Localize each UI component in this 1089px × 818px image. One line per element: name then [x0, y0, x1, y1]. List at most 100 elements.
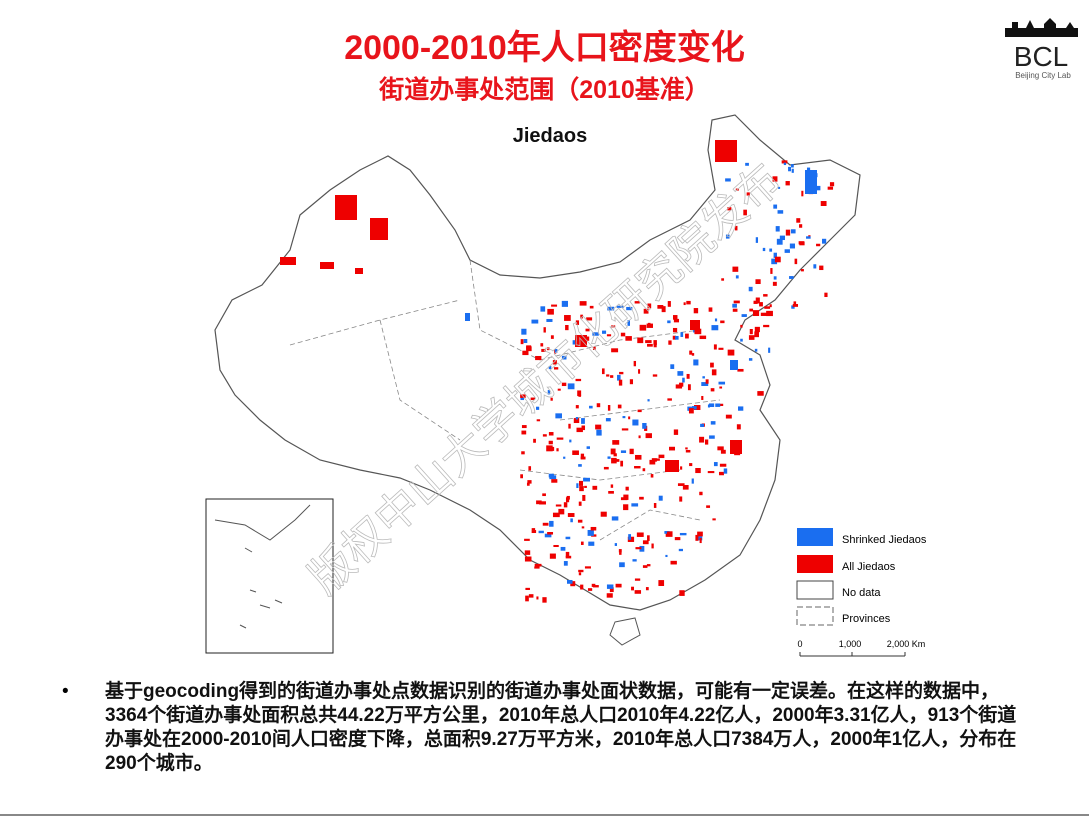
jiedao-patch [465, 313, 470, 321]
scale-label: 0 [797, 639, 802, 649]
jiedao-patch [615, 583, 622, 588]
jiedao-patch [625, 486, 629, 491]
jiedao-patch [526, 345, 532, 350]
jiedao-patch [693, 308, 699, 314]
jiedao-patch [561, 300, 568, 307]
jiedao-patch [585, 328, 590, 332]
jiedao-patch [635, 547, 642, 550]
jiedao-patch [695, 534, 699, 541]
jiedao-patch [596, 403, 601, 408]
jiedao-patch [538, 530, 544, 534]
jiedao-patch [580, 584, 584, 590]
jiedao-patch [754, 348, 758, 352]
scale-label: 2,000 Km [887, 639, 926, 649]
jiedao-patch [775, 226, 780, 232]
jiedao-patch [645, 433, 652, 439]
jiedao-patch [743, 209, 747, 216]
jiedao-patch [611, 516, 619, 521]
jiedao-patch [548, 366, 552, 370]
jiedao-patch [606, 374, 610, 377]
jiedao-patch [678, 548, 683, 552]
jiedao-patch [581, 526, 585, 529]
jiedao-patch [548, 440, 553, 445]
jiedao-patch [536, 596, 539, 600]
jiedao-patch [555, 413, 562, 419]
jiedao-patch [673, 429, 679, 435]
jiedao-patch [700, 423, 705, 427]
jiedao-patch [577, 519, 583, 523]
jiedao-patch [707, 471, 715, 474]
jiedao-patch [550, 335, 554, 339]
jiedao-patch [632, 559, 637, 562]
jiedao-patch [763, 324, 770, 328]
jiedao-patch [725, 234, 730, 239]
jiedao-patch [688, 408, 694, 414]
jiedao-patch [695, 536, 703, 541]
jiedao-patch [647, 535, 650, 541]
jiedao-patch [578, 572, 582, 576]
jiedao-patch [665, 554, 668, 558]
jiedao-patch [730, 360, 738, 370]
jiedao-patch [685, 449, 691, 453]
jiedao-patch [683, 302, 686, 306]
jiedao-patch [773, 252, 777, 258]
jiedao-patch [788, 166, 791, 172]
jiedao-patch [521, 328, 527, 335]
jiedao-patch [689, 350, 693, 355]
jiedao-patch [645, 340, 652, 344]
jiedao-patch [551, 479, 558, 483]
jiedao-patch [699, 491, 703, 496]
jiedao-patch [534, 566, 540, 569]
jiedao-patch [542, 597, 547, 603]
jiedao-patch [634, 590, 642, 594]
jiedao-patch [791, 305, 795, 309]
jiedao-patch [570, 518, 573, 523]
jiedao-patch [719, 386, 723, 389]
jiedao-patch [764, 306, 771, 309]
legend-swatch [797, 528, 833, 546]
jiedao-patch [520, 339, 524, 345]
jiedao-patch [620, 450, 627, 453]
jiedao-patch [577, 390, 582, 397]
jiedao-patch [791, 164, 794, 168]
jiedao-patch [776, 238, 783, 245]
jiedao-patch [523, 338, 528, 344]
jiedao-patch [549, 475, 557, 480]
jiedao-patch [695, 467, 701, 474]
jiedao-patch [822, 238, 827, 244]
jiedao-patch [632, 419, 639, 426]
jiedao-patch [661, 306, 666, 313]
map-title: Jiedaos [513, 125, 587, 147]
jiedao-patch [579, 486, 584, 492]
jiedao-patch [596, 429, 602, 436]
jiedao-patch [606, 593, 613, 598]
jiedao-patch [757, 391, 764, 396]
jiedao-patch [732, 303, 737, 308]
jiedao-patch [789, 243, 796, 249]
jiedao-patch [745, 162, 749, 166]
jiedao-patch [642, 540, 649, 545]
jiedao-patch [619, 371, 624, 375]
jiedao-patch [634, 466, 641, 469]
jiedao-patch [547, 308, 554, 315]
jiedao-patch [785, 181, 790, 186]
jiedao-patch [691, 478, 694, 484]
jiedao-patch [588, 541, 595, 546]
jiedao-patch [824, 292, 828, 298]
jiedao-patch [524, 538, 530, 541]
jiedao-patch [819, 265, 824, 271]
jiedao-patch [586, 317, 593, 321]
legend: Shrinked Jiedaos All Jiedaos No data Pro… [796, 528, 927, 626]
jiedao-patch [686, 300, 691, 305]
jiedao-patch [658, 495, 663, 501]
jiedao-patch [647, 322, 651, 326]
jiedao-patch [520, 394, 526, 398]
jiedao-patch [763, 294, 768, 297]
jiedao-patch [805, 170, 817, 194]
jiedao-patch [711, 325, 719, 331]
jiedao-patch [619, 552, 622, 555]
jiedao-patch [521, 451, 525, 455]
jiedao-patch [530, 397, 536, 401]
jiedao-patch [709, 435, 715, 439]
jiedao-patch [608, 490, 614, 494]
